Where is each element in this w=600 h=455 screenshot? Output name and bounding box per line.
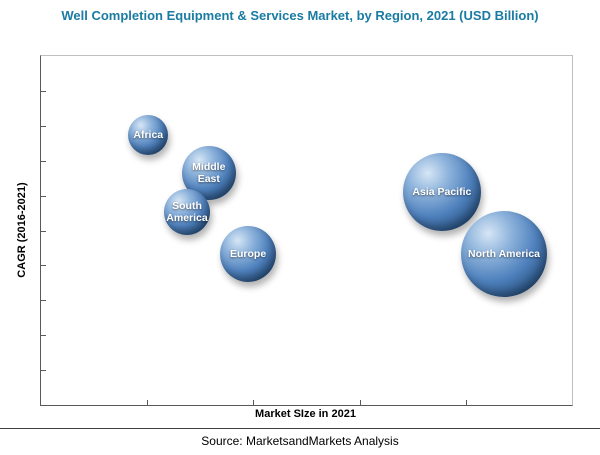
x-axis-tick [465,400,467,405]
bubble-asia-pacific: Asia Pacific [402,153,481,232]
bubble-europe: Europe [220,225,277,282]
x-axis-label: Market SIze in 2021 [255,408,356,420]
y-axis-tick [41,90,46,92]
y-axis-tick [41,300,46,302]
plot-area: Africa Middle East South America Europe Asia… [40,55,573,406]
bubble-label: North America [468,247,541,260]
bubble-south-america: South America [164,188,211,235]
bubble-label: Middle East [192,160,226,185]
y-axis-tick [41,265,46,267]
bubble-label: Europe [229,247,267,260]
y-axis-tick [41,195,46,197]
y-axis-tick [41,370,46,372]
bubble-label: Africa [133,128,164,141]
y-axis-tick [41,335,46,337]
chart-title: Well Completion Equipment & Services Mar… [61,8,539,23]
bubble-label: South America [166,199,208,224]
x-axis-tick [359,400,361,405]
y-axis-tick [41,230,46,232]
bubble-label: Asia Pacific [412,186,472,199]
y-axis-tick [41,125,46,127]
x-axis-tick [147,400,149,405]
y-axis-label: CAGR (2016-2021) [16,182,28,278]
bubble-north-america: North America [461,210,548,297]
bubble-africa: Africa [128,114,169,155]
x-axis-tick [253,400,255,405]
y-axis-tick [41,160,46,162]
source-text: Source: MarketsandMarkets Analysis [201,434,399,448]
footer-divider [0,428,600,429]
